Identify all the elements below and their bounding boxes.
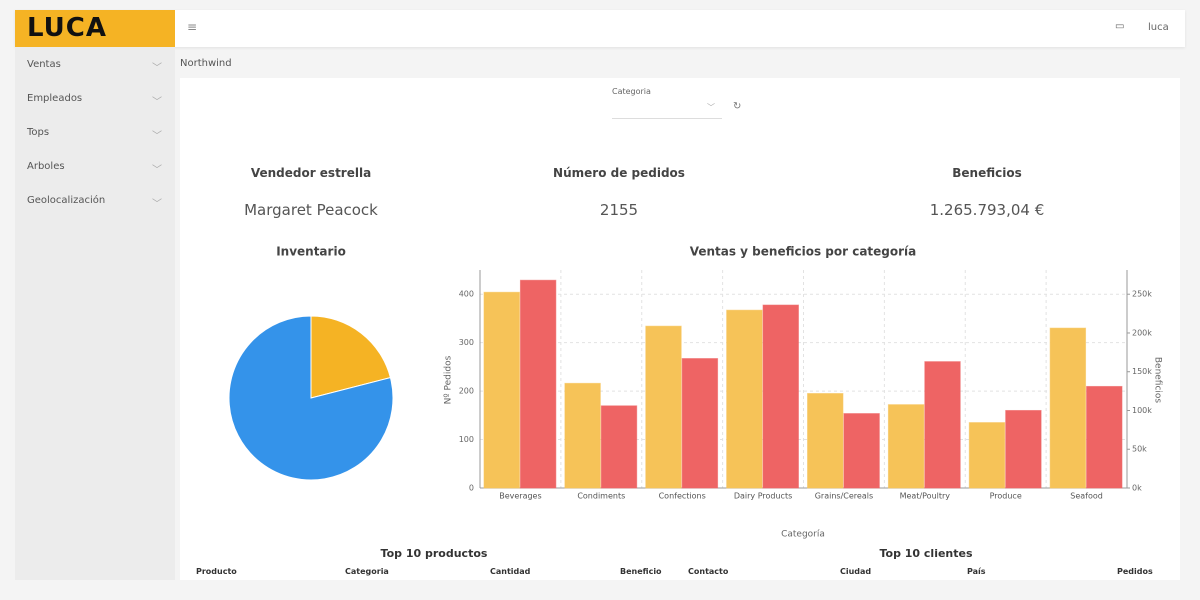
chevron: ﹀: [152, 97, 162, 108]
pie-slice: [310, 315, 392, 399]
kpi-value: 1.265.793,04 €: [929, 201, 1045, 219]
bar: [483, 291, 520, 489]
y-axis-label: Nº Pedidos: [444, 355, 454, 404]
table-header: Producto: [196, 567, 237, 576]
chevron: ﹀: [152, 199, 162, 210]
y2-tick-label: 50k: [1132, 445, 1147, 454]
table-header: Contacto: [688, 567, 729, 576]
bar: [1049, 327, 1087, 489]
x-tick-label: Dairy Products: [734, 492, 792, 501]
table-header: Categoria: [345, 567, 389, 576]
y-tick-label: 0: [469, 484, 474, 493]
x-tick-label: Produce: [990, 492, 1022, 501]
x-tick-label: Confections: [659, 492, 706, 501]
y-tick-label: 400: [459, 290, 474, 299]
bar: [1005, 409, 1042, 489]
bar: [600, 405, 638, 489]
menu-toggle[interactable]: ≡: [187, 20, 198, 34]
bar: [519, 279, 557, 489]
sidebar-item[interactable]: Ventas ﹀: [27, 59, 162, 74]
x-tick-label: Meat/Poultry: [900, 492, 951, 501]
bar: [924, 361, 961, 489]
bar: [843, 413, 880, 489]
chart-title: Inventario: [276, 245, 346, 259]
x-axis-label: Categoría: [781, 530, 825, 540]
pie-slice: [228, 315, 394, 481]
filter-select[interactable]: [612, 118, 722, 119]
chevron: ﹀: [152, 165, 162, 176]
filter-label: Categoria: [612, 87, 651, 96]
logo[interactable]: LUCA: [15, 10, 175, 47]
sidebar-item[interactable]: Empleados ﹀: [27, 93, 162, 108]
kpi-value: Margaret Peacock: [244, 201, 378, 219]
table-header: Ciudad: [840, 567, 872, 576]
bar: [564, 382, 601, 489]
x-tick-label: Grains/Cereals: [815, 492, 873, 501]
y2-tick-label: 200k: [1132, 328, 1152, 337]
chevron: ﹀: [152, 63, 162, 74]
select-chevron[interactable]: ﹀: [707, 103, 715, 112]
y2-tick-label: 250k: [1132, 290, 1152, 299]
sidebar-item[interactable]: Geolocalización ﹀: [27, 195, 162, 210]
x-tick-label: Beverages: [499, 492, 541, 501]
bar: [681, 358, 719, 489]
y-tick-label: 300: [459, 338, 474, 347]
bar: [887, 404, 925, 489]
user-name[interactable]: luca: [1148, 22, 1169, 33]
y2-tick-label: 150k: [1132, 367, 1152, 376]
monitor-icon[interactable]: ▭: [1115, 21, 1125, 32]
table-header: Beneficio: [620, 567, 662, 576]
bar: [968, 422, 1006, 489]
y-tick-label: 200: [459, 387, 474, 396]
table-title: Top 10 productos: [380, 547, 488, 560]
chevron: ﹀: [152, 131, 162, 142]
bar: [762, 304, 799, 489]
table-title: Top 10 clientes: [879, 547, 973, 560]
refresh-icon[interactable]: ↻: [733, 101, 742, 112]
breadcrumb: Northwind: [180, 58, 232, 69]
x-tick-label: Condiments: [577, 492, 625, 501]
table-header: Cantidad: [490, 567, 531, 576]
kpi-value: 2155: [599, 201, 639, 219]
table-header: País: [967, 567, 986, 576]
y2-axis-label: Beneficios: [1153, 357, 1163, 404]
kpi-title: Número de pedidos: [553, 166, 685, 180]
chart-title: Ventas y beneficios por categoría: [690, 245, 917, 259]
sidebar-item[interactable]: Arboles ﹀: [27, 161, 162, 176]
sidebar-item[interactable]: Tops ﹀: [27, 127, 162, 142]
bar: [726, 309, 763, 489]
y2-tick-label: 0k: [1132, 484, 1142, 493]
y-tick-label: 100: [459, 435, 474, 444]
bar: [645, 325, 682, 489]
sidebar: Ventas ﹀ Empleados ﹀ Tops ﹀ Arboles ﹀ Geolocaliz…: [15, 47, 175, 580]
bar: [807, 393, 844, 489]
top-bar: ≡ ▭ luca: [15, 10, 1185, 47]
y2-tick-label: 100k: [1132, 406, 1152, 415]
kpi-title: Beneficios: [952, 166, 1022, 180]
kpi-title: Vendedor estrella: [250, 166, 372, 180]
x-tick-label: Seafood: [1070, 492, 1103, 501]
table-header: Pedidos: [1117, 567, 1153, 576]
bar: [1086, 385, 1123, 489]
